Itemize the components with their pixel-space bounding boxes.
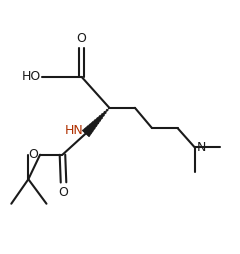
Text: HO: HO (22, 70, 41, 83)
Text: HN: HN (65, 124, 84, 137)
Polygon shape (83, 108, 109, 137)
Text: O: O (77, 32, 87, 45)
Text: N: N (197, 141, 206, 154)
Text: O: O (28, 148, 38, 161)
Text: O: O (59, 186, 68, 199)
